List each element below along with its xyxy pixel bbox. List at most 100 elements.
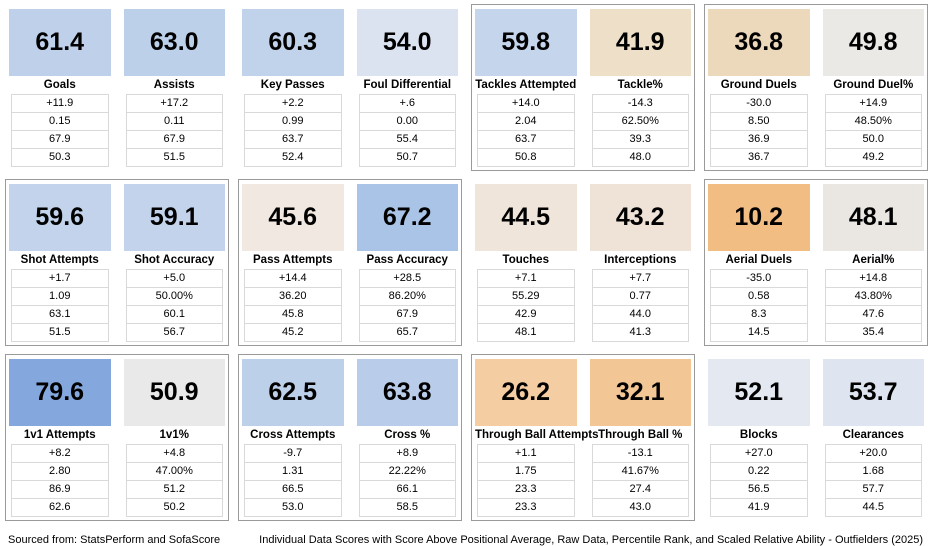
stat-pair-group: 60.3 Key Passes +2.2 0.99 63.7 52.4 54.0 Foul D…: [238, 4, 462, 171]
stat-label: Cross Attempts: [250, 429, 336, 441]
stat-values: +1.7 1.09 63.1 51.5: [11, 269, 109, 342]
stat-card: 48.1 Aerial% +14.8 43.80% 47.6 35.4: [822, 184, 924, 342]
score-tile: 54.0: [356, 9, 458, 76]
stat-value: 51.5: [11, 323, 109, 342]
stat-value: 53.0: [244, 498, 342, 517]
stat-card: 59.8 Tackles Attempted +14.0 2.04 63.7 50.8: [475, 9, 577, 167]
score-tile: 36.8: [708, 9, 810, 76]
stat-values: +17.2 0.11 67.9 51.5: [125, 94, 223, 167]
stat-value: +8.2: [11, 444, 109, 463]
score-tile: 44.5: [475, 184, 577, 251]
score-tile: 48.1: [822, 184, 924, 251]
stat-value: 43.0: [591, 498, 689, 517]
stat-pair-group: 61.4 Goals +11.9 0.15 67.9 50.3 63.0 Assists +17…: [5, 4, 229, 171]
stat-value: +1.1: [477, 444, 575, 463]
stat-value: 86.20%: [358, 287, 456, 306]
stat-value: +.6: [358, 94, 456, 113]
stat-value: 23.3: [477, 498, 575, 517]
stat-value: 45.8: [244, 305, 342, 324]
stat-value: 0.58: [710, 287, 808, 306]
score-tile: 50.9: [123, 359, 225, 426]
stat-pair-group: 36.8 Ground Duels -30.0 8.50 36.9 36.7 49.8 Gro…: [704, 4, 928, 171]
stat-value: 1.31: [244, 462, 342, 481]
stat-value: 0.77: [591, 287, 689, 306]
score-tile: 60.3: [242, 9, 344, 76]
stat-value: 36.7: [710, 148, 808, 167]
stat-value: 67.9: [358, 305, 456, 324]
stat-card: 43.2 Interceptions +7.7 0.77 44.0 41.3: [589, 184, 691, 342]
stat-value: 35.4: [824, 323, 922, 342]
stat-value: +7.7: [591, 269, 689, 288]
stat-value: 67.9: [125, 130, 223, 149]
stat-values: +4.8 47.00% 51.2 50.2: [125, 444, 223, 517]
score-tile: 63.8: [356, 359, 458, 426]
stat-label: Through Ball %: [598, 429, 683, 441]
stat-value: 86.9: [11, 480, 109, 499]
stat-value: -30.0: [710, 94, 808, 113]
stat-value: 65.7: [358, 323, 456, 342]
stat-values: +14.4 36.20 45.8 45.2: [244, 269, 342, 342]
footer: Sourced from: StatsPerform and SofaScore…: [0, 529, 933, 546]
stats-row: 59.6 Shot Attempts +1.7 1.09 63.1 51.5 59.1 Sho…: [5, 179, 928, 346]
stat-value: 66.1: [358, 480, 456, 499]
stat-values: +27.0 0.22 56.5 41.9: [710, 444, 808, 517]
stat-value: +14.9: [824, 94, 922, 113]
stat-value: 1.75: [477, 462, 575, 481]
stat-value: 1.68: [824, 462, 922, 481]
stat-card: 61.4 Goals +11.9 0.15 67.9 50.3: [9, 9, 111, 167]
stat-value: 50.3: [11, 148, 109, 167]
score-tile: 26.2: [475, 359, 577, 426]
stat-value: 47.6: [824, 305, 922, 324]
stat-value: 48.0: [591, 148, 689, 167]
score-tile: 67.2: [356, 184, 458, 251]
score-tile: 62.5: [242, 359, 344, 426]
stat-value: 49.2: [824, 148, 922, 167]
source-credit: Sourced from: StatsPerform and SofaScore: [8, 534, 221, 546]
stat-pair-group: 59.8 Tackles Attempted +14.0 2.04 63.7 50.8 41…: [471, 4, 695, 171]
stat-value: 41.3: [591, 323, 689, 342]
stat-value: 60.1: [125, 305, 223, 324]
stat-values: +14.0 2.04 63.7 50.8: [477, 94, 575, 167]
stat-value: 36.9: [710, 130, 808, 149]
stat-label: Shot Attempts: [20, 254, 99, 266]
stat-label: Tackle%: [617, 79, 663, 91]
stat-card: 63.0 Assists +17.2 0.11 67.9 51.5: [123, 9, 225, 167]
stat-value: 0.99: [244, 112, 342, 131]
stat-value: 50.2: [125, 498, 223, 517]
stat-value: +28.5: [358, 269, 456, 288]
stat-value: +14.0: [477, 94, 575, 113]
score-tile: 49.8: [822, 9, 924, 76]
stat-card: 45.6 Pass Attempts +14.4 36.20 45.8 45.2: [242, 184, 344, 342]
stat-value: 50.7: [358, 148, 456, 167]
stat-value: 22.22%: [358, 462, 456, 481]
stat-value: +8.9: [358, 444, 456, 463]
stat-value: 39.3: [591, 130, 689, 149]
stat-values: +7.1 55.29 42.9 48.1: [477, 269, 575, 342]
stat-value: 42.9: [477, 305, 575, 324]
score-tile: 53.7: [822, 359, 924, 426]
stat-values: -35.0 0.58 8.3 14.5: [710, 269, 808, 342]
stat-value: 41.67%: [591, 462, 689, 481]
stat-value: +14.4: [244, 269, 342, 288]
score-tile: 10.2: [708, 184, 810, 251]
stat-value: 58.5: [358, 498, 456, 517]
stat-value: 45.2: [244, 323, 342, 342]
stat-value: 62.50%: [591, 112, 689, 131]
stat-label: Cross %: [384, 429, 431, 441]
stat-values: +11.9 0.15 67.9 50.3: [11, 94, 109, 167]
stats-row: 61.4 Goals +11.9 0.15 67.9 50.3 63.0 Assists +17…: [5, 4, 928, 171]
stat-values: -14.3 62.50% 39.3 48.0: [591, 94, 689, 167]
stat-values: +20.0 1.68 57.7 44.5: [824, 444, 922, 517]
stat-value: +4.8: [125, 444, 223, 463]
stat-pair-group: 10.2 Aerial Duels -35.0 0.58 8.3 14.5 48.1 Aeri…: [704, 179, 928, 346]
stat-value: 67.9: [11, 130, 109, 149]
stat-label: Aerial%: [852, 254, 895, 266]
stat-value: 50.00%: [125, 287, 223, 306]
stat-value: +17.2: [125, 94, 223, 113]
stat-pair-group: 52.1 Blocks +27.0 0.22 56.5 41.9 53.7 Clearance…: [704, 354, 928, 521]
score-tile: 61.4: [9, 9, 111, 76]
stat-label: Pass Attempts: [253, 254, 333, 266]
stat-label: Tackles Attempted: [475, 79, 577, 91]
stat-values: +5.0 50.00% 60.1 56.7: [125, 269, 223, 342]
stat-card: 26.2 Through Ball Attempts +1.1 1.75 23.3 23.…: [475, 359, 599, 517]
